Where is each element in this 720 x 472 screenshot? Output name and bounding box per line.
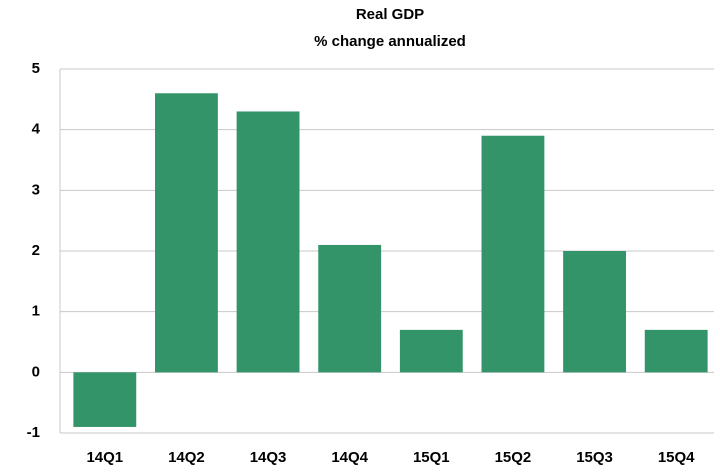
y-tick-label: 2 (32, 242, 40, 259)
bar (73, 372, 137, 427)
x-tick-label: 14Q4 (331, 449, 368, 466)
bar (399, 329, 463, 373)
x-tick-label: 15Q4 (658, 449, 695, 466)
chart-subtitle: % change annualized (314, 33, 466, 50)
bar (563, 251, 626, 373)
bar (236, 111, 300, 373)
x-tick-label: 14Q2 (168, 449, 205, 466)
y-tick-label: 3 (32, 181, 40, 198)
bar (318, 244, 382, 373)
bar (644, 329, 708, 373)
x-tick-label: 14Q3 (250, 449, 287, 466)
x-tick-label: 15Q3 (576, 449, 613, 466)
chart-title: Real GDP (356, 6, 424, 23)
bar (155, 93, 218, 373)
bar (481, 135, 545, 373)
y-tick-label: 1 (32, 303, 40, 320)
x-tick-label: 14Q1 (86, 449, 123, 466)
y-tick-label: -1 (27, 424, 40, 441)
y-tick-label: 0 (32, 363, 40, 380)
y-tick-label: 5 (32, 60, 40, 77)
x-tick-label: 15Q2 (495, 449, 532, 466)
x-tick-label: 15Q1 (413, 449, 450, 466)
y-tick-label: 4 (32, 121, 41, 138)
